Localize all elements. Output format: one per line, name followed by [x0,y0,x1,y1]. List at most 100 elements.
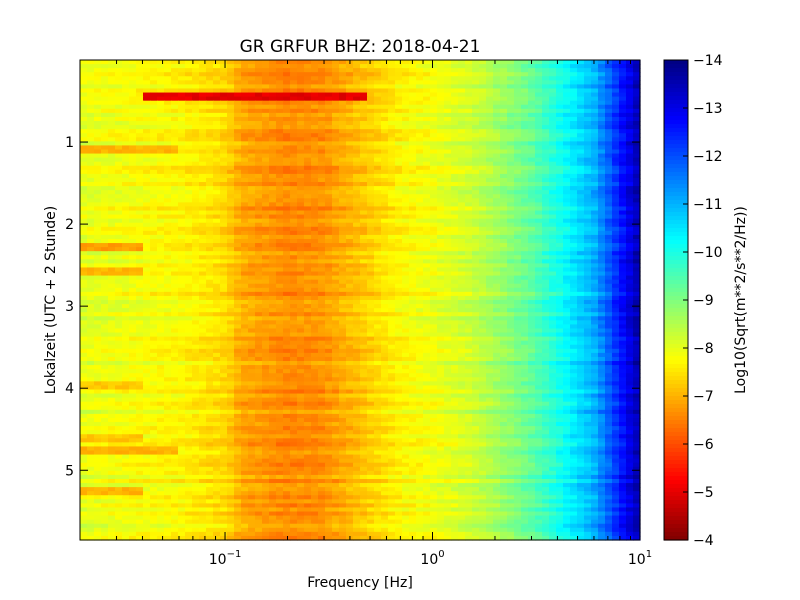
heatmap-cell [486,84,494,90]
heatmap-cell [500,247,508,252]
heatmap-cell [192,72,200,77]
heatmap-cell [626,255,634,260]
heatmap-cell [220,210,228,216]
heatmap-cell [129,226,137,232]
heatmap-cell [199,287,207,293]
heatmap-cell [507,263,515,269]
heatmap-cell [633,202,641,208]
heatmap-cell [402,267,410,273]
heatmap-cell [395,251,403,256]
heatmap-cell [479,116,487,122]
heatmap-cell [563,275,571,281]
heatmap-cell [563,60,571,65]
heatmap-cell [129,116,137,122]
heatmap-cell [584,92,592,98]
heatmap-cell [290,64,298,69]
heatmap-cell [150,295,158,301]
heatmap-cell [192,271,200,277]
heatmap-cell [563,279,571,285]
heatmap-cell [136,60,144,65]
heatmap-cell [199,218,207,224]
heatmap-cell [374,263,382,269]
heatmap-cell [101,243,109,248]
heatmap-cell [430,198,438,203]
heatmap-cell [437,121,445,126]
heatmap-cell [458,251,466,256]
heatmap-cell [486,121,494,126]
heatmap-cell [157,308,165,313]
heatmap-cell [87,64,95,69]
heatmap-cell [332,263,340,269]
heatmap-cell [115,80,123,86]
heatmap-cell [465,251,473,256]
heatmap-cell [570,300,578,305]
heatmap-cell [297,133,305,138]
heatmap-cell [297,96,305,102]
heatmap-cell [136,92,144,98]
heatmap-cell [80,267,88,273]
heatmap-cell [395,137,403,142]
heatmap-cell [584,149,592,155]
heatmap-cell [444,304,452,309]
heatmap-cell [297,104,305,110]
heatmap-cell [332,72,340,77]
heatmap-cell [290,145,298,151]
heatmap-cell [556,129,564,134]
heatmap-cell [465,173,473,179]
heatmap-cell [430,210,438,216]
heatmap-cell [465,198,473,203]
heatmap-cell [185,259,193,264]
heatmap-cell [171,312,179,317]
heatmap-cell [416,190,424,195]
heatmap-cell [283,312,291,317]
heatmap-cell [150,60,158,65]
heatmap-cell [157,173,165,179]
heatmap-cell [493,100,501,106]
heatmap-cell [416,141,424,147]
heatmap-cell [605,226,613,232]
heatmap-cell [80,230,88,236]
heatmap-cell [591,72,599,77]
heatmap-cell [360,137,368,142]
heatmap-cell [115,108,123,114]
heatmap-cell [220,222,228,228]
heatmap-cell [283,194,291,199]
heatmap-cell [430,72,438,77]
heatmap-cell [626,234,634,240]
heatmap-cell [619,129,627,134]
heatmap-cell [185,169,193,175]
heatmap-cell [297,80,305,86]
heatmap-cell [507,88,515,94]
heatmap-cell [437,238,445,244]
heatmap-cell [311,149,319,155]
heatmap-cell [150,247,158,252]
heatmap-cell [248,283,256,289]
heatmap-cell [507,121,515,126]
heatmap-cell [633,251,641,256]
heatmap-cell [507,141,515,147]
heatmap-cell [619,104,627,110]
heatmap-cell [283,60,291,65]
heatmap-cell [542,194,550,199]
heatmap-cell [115,247,123,252]
heatmap-cell [185,194,193,199]
heatmap-cell [409,267,417,273]
heatmap-cell [479,308,487,313]
heatmap-cell [171,210,179,216]
heatmap-cell [619,169,627,175]
heatmap-cell [290,238,298,244]
heatmap-cell [619,108,627,114]
heatmap-cell [332,145,340,151]
heatmap-cell [402,194,410,199]
heatmap-cell [556,80,564,86]
heatmap-cell [472,214,480,220]
heatmap-cell [556,230,564,236]
heatmap-cell [507,92,515,98]
heatmap-cell [605,161,613,167]
heatmap-cell [577,121,585,126]
heatmap-cell [605,263,613,269]
heatmap-cell [234,267,242,273]
heatmap-cell [367,271,375,277]
heatmap-cell [430,190,438,195]
heatmap-cell [367,226,375,232]
